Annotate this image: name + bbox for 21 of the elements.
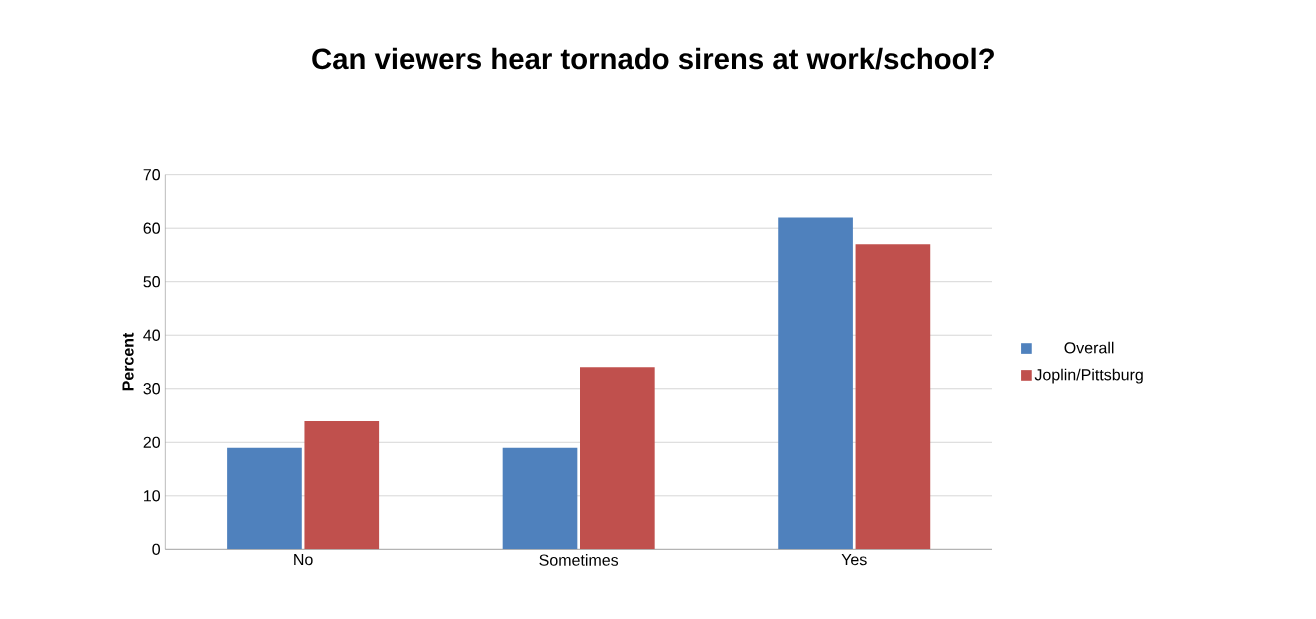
bar xyxy=(778,217,853,550)
bar xyxy=(227,447,302,550)
y-tick-label: 20 xyxy=(143,436,161,449)
y-tick-label: 10 xyxy=(144,490,161,502)
y-tick-label: 70 xyxy=(143,169,161,181)
y-tick-label: 50 xyxy=(143,276,161,288)
y-axis-title: Percent xyxy=(122,333,134,391)
x-tick-label: No xyxy=(294,554,313,566)
legend-label: Overall xyxy=(1064,341,1114,354)
x-tick-label: Yes xyxy=(841,554,867,566)
bar xyxy=(855,244,931,550)
y-tick-label: 0 xyxy=(152,543,161,556)
chart-title: Can viewers hear tornado sirens at work/school? xyxy=(312,47,994,70)
bar xyxy=(304,421,380,550)
y-tick-label: 40 xyxy=(143,329,161,342)
x-tick-label: Sometimes xyxy=(539,554,619,566)
y-tick-label: 30 xyxy=(143,383,161,395)
legend-label: Joplin/Pittsburg xyxy=(1034,368,1143,384)
bar xyxy=(580,367,655,550)
y-tick-label: 60 xyxy=(143,222,161,234)
bar xyxy=(502,447,578,550)
